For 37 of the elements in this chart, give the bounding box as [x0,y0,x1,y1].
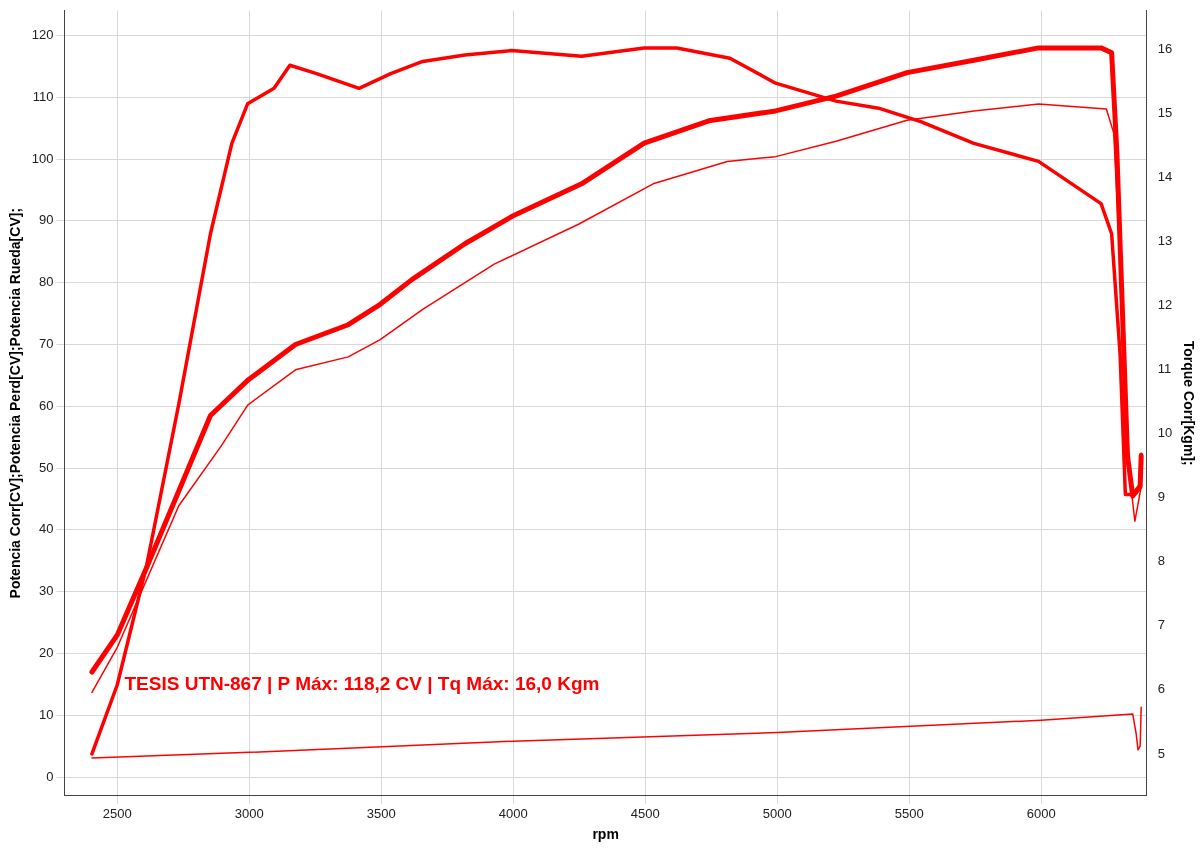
y2-tick-label: 8 [1157,553,1165,569]
y-tick-label: 50 [39,459,54,475]
y2-tick-label: 6 [1157,681,1165,697]
x-tick-label: 6000 [1026,805,1056,821]
y-tick-label: 30 [39,583,54,599]
y-tick-label: 80 [39,274,54,290]
text: TESIS UTN-867 | P Máx: 118,2 CV | Tq Máx: 16,0 Kgm [124,672,600,694]
y-tick-label: 60 [39,397,54,413]
y-tick-label: 90 [39,212,54,228]
y2-tick-label: 10 [1157,425,1173,441]
y-axis-title: Potencia Corr[CV];Potencia Perd[CV];Potencia Rueda[CV]; [7,207,24,599]
y-tick-label: 20 [39,645,54,661]
y-tick-label: 40 [39,521,54,537]
x-tick-label: 3500 [366,805,396,821]
x-tick-label: 5000 [762,805,792,821]
x-tick-label: 5500 [894,805,924,821]
y2-tick-label: 14 [1157,168,1173,184]
x-tick-label: 2500 [102,805,132,821]
y-tick-label: 70 [39,336,54,352]
y2-tick-label: 15 [1157,104,1173,120]
y-tick-label: 100 [31,150,54,166]
x-axis-title: rpm [592,826,619,843]
y2-tick-label: 9 [1157,489,1165,505]
y2-tick-label: 16 [1157,40,1173,56]
y2-tick-label: 12 [1157,297,1173,313]
y-tick-label: 110 [32,88,54,104]
x-tick-label: 4500 [630,805,660,821]
x-tick-label: 4000 [498,805,528,821]
y2-tick-label: 7 [1157,617,1165,633]
y-tick-label: 120 [31,27,54,43]
y2-tick-label: 11 [1157,361,1172,377]
y-tick-label: 10 [39,706,54,722]
y2-tick-label: 5 [1157,745,1165,761]
y2-tick-label: 13 [1157,233,1173,249]
x-tick-label: 3000 [234,805,264,821]
y-tick-label: 0 [46,768,54,784]
y2-axis-title: Torque Corr[Kgm]; [1180,340,1197,466]
